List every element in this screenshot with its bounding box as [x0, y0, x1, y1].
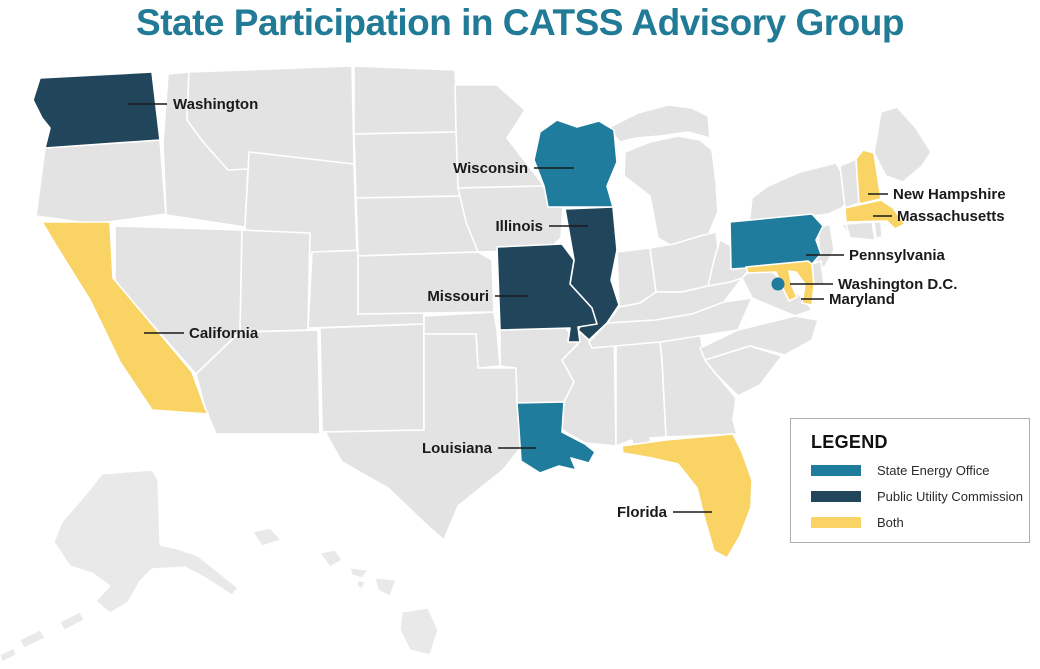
state-label: Florida	[617, 504, 668, 521]
state-label: Louisiana	[422, 440, 493, 457]
state-michigan-up	[607, 104, 711, 143]
hawaii-island	[356, 579, 366, 590]
state-label: Pennsylvania	[849, 247, 946, 264]
callout-washington: Washington	[128, 96, 258, 113]
washington-dc-marker	[771, 277, 785, 291]
state-montana	[186, 65, 355, 171]
state-wisconsin	[533, 119, 618, 208]
callout-california: California	[144, 325, 259, 342]
state-minnesota	[454, 84, 545, 189]
state-new-mexico	[319, 323, 425, 433]
state-callouts: Washington California Wisconsin Illinois…	[128, 96, 1006, 521]
state-alaska	[53, 469, 239, 614]
state-maine	[873, 106, 932, 183]
hawaii-island	[349, 567, 369, 579]
state-rhode-island	[873, 221, 883, 239]
state-south-carolina	[704, 345, 783, 397]
state-arizona	[195, 329, 321, 435]
outlying-states	[0, 469, 439, 663]
state-label: Washington	[173, 96, 258, 113]
legend-item: State Energy Office	[811, 463, 1029, 478]
legend-swatch-both	[811, 517, 861, 528]
state-washington	[32, 71, 161, 149]
state-kansas	[357, 251, 495, 315]
state-label: Massachusetts	[897, 208, 1005, 225]
state-missouri	[496, 243, 598, 343]
alaska-island	[19, 629, 46, 649]
state-label: Missouri	[427, 288, 489, 305]
state-massachusetts	[844, 199, 906, 230]
state-oregon	[35, 139, 167, 225]
hawaii-island	[374, 577, 397, 597]
hawaii-island	[319, 549, 343, 568]
legend-label: Public Utility Commission	[877, 489, 1023, 504]
state-connecticut	[845, 221, 876, 241]
state-label: Maryland	[829, 291, 895, 308]
state-new-hampshire	[855, 149, 882, 205]
state-california	[41, 221, 209, 415]
callout-missouri: Missouri	[427, 288, 528, 305]
state-alabama	[615, 329, 667, 453]
alaska-island	[59, 611, 85, 631]
callout-massachusetts: Massachusetts	[873, 208, 1005, 225]
callout-wisconsin: Wisconsin	[453, 160, 574, 177]
legend-label: State Energy Office	[877, 463, 990, 478]
legend-swatch-public-utility-commission	[811, 491, 861, 502]
legend-heading: LEGEND	[811, 432, 888, 452]
page-title: State Participation in CATSS Advisory Gr…	[136, 2, 904, 43]
state-south-dakota	[353, 131, 463, 199]
state-label: Illinois	[495, 218, 543, 235]
state-texas	[324, 333, 531, 541]
highlighted-states	[32, 71, 906, 559]
state-north-dakota	[353, 65, 459, 135]
state-north-carolina	[699, 315, 819, 361]
state-label: Wisconsin	[453, 160, 528, 177]
callout-florida: Florida	[617, 504, 712, 521]
state-label: New Hampshire	[893, 186, 1006, 203]
callout-maryland: Maryland	[801, 291, 895, 308]
state-nebraska	[355, 195, 479, 257]
callout-illinois: Illinois	[495, 218, 588, 235]
state-louisiana	[516, 401, 596, 474]
alaska-island	[252, 527, 282, 547]
legend-label: Both	[877, 515, 904, 530]
base-states	[35, 65, 932, 541]
state-michigan	[623, 135, 719, 247]
state-label: California	[189, 325, 259, 342]
state-tennessee	[588, 297, 753, 349]
callout-washington-dc: Washington D.C.	[790, 276, 957, 293]
legend: LEGEND State Energy Office Public Utilit…	[790, 418, 1030, 543]
callout-pennsylvania: Pennsylvania	[806, 247, 946, 264]
legend-item: Public Utility Commission	[811, 489, 1029, 504]
state-pennsylvania	[729, 213, 824, 270]
alaska-island	[0, 647, 17, 663]
state-label: Washington D.C.	[838, 276, 957, 293]
legend-swatch-state-energy-office	[811, 465, 861, 476]
callout-louisiana: Louisiana	[422, 440, 536, 457]
callout-new-hampshire: New Hampshire	[868, 186, 1006, 203]
hawaii-island	[399, 607, 439, 656]
legend-item: Both	[811, 515, 1029, 530]
state-utah	[239, 229, 311, 333]
state-florida	[621, 433, 753, 559]
